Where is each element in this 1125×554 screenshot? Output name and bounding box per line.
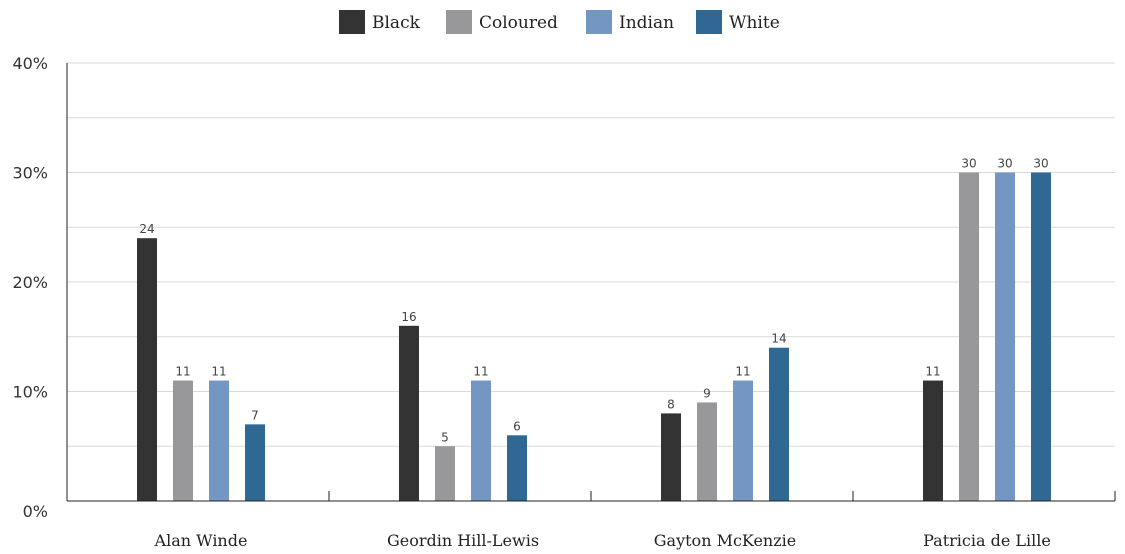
data-label: 16	[401, 310, 416, 324]
data-label: 5	[441, 430, 449, 444]
bar-coloured-0	[173, 380, 193, 501]
legend-swatch-indian	[586, 10, 612, 34]
bar-white-1	[507, 435, 527, 501]
axes	[66, 63, 1116, 502]
bar-white-0	[245, 424, 265, 501]
bar-black-3	[923, 380, 943, 501]
data-label: 11	[175, 365, 190, 379]
data-label: 11	[211, 365, 226, 379]
bar-black-1	[399, 325, 419, 501]
y-axis-ticks: 0% 10% 20% 30% 40%	[12, 54, 48, 521]
legend-swatch-coloured	[446, 10, 472, 34]
bar-black-2	[661, 413, 681, 501]
data-label: 30	[961, 157, 976, 171]
bar-indian-3	[995, 172, 1015, 501]
legend-swatch-black	[339, 10, 365, 34]
data-label: 6	[513, 419, 521, 433]
legend-swatch-white	[696, 10, 722, 34]
legend-label-black: Black	[372, 13, 421, 33]
data-label: 11	[925, 365, 940, 379]
bar-white-3	[1031, 172, 1051, 501]
data-label: 14	[771, 332, 786, 346]
bar-coloured-1	[435, 446, 455, 501]
bar-coloured-3	[959, 172, 979, 501]
gridlines	[67, 62, 1115, 447]
y-tick-label: 30%	[12, 164, 48, 183]
bars	[137, 172, 1051, 501]
legend-label-coloured: Coloured	[479, 13, 558, 33]
x-category-label: Alan Winde	[154, 531, 248, 550]
bar-indian-2	[733, 380, 753, 501]
legend: Black Coloured Indian White	[339, 10, 780, 34]
data-label: 30	[997, 157, 1012, 171]
data-labels: 24 11 11 7 16 5 11 6 8 9 11 14 11 30 30 30	[139, 157, 1048, 445]
data-label: 24	[139, 222, 154, 236]
x-category-label: Gayton McKenzie	[654, 531, 796, 550]
data-label: 8	[667, 397, 675, 411]
bar-coloured-2	[697, 402, 717, 501]
legend-label-white: White	[729, 13, 780, 33]
y-tick-label: 40%	[12, 54, 48, 73]
data-label: 11	[735, 365, 750, 379]
bar-indian-0	[209, 380, 229, 501]
data-label: 7	[251, 408, 259, 422]
bar-black-0	[137, 238, 157, 501]
data-label: 9	[703, 386, 711, 400]
x-category-label: Patricia de Lille	[923, 531, 1051, 550]
bar-indian-1	[471, 380, 491, 501]
bar-white-2	[769, 347, 789, 501]
data-label: 11	[473, 365, 488, 379]
data-label: 30	[1033, 157, 1048, 171]
y-tick-label: 20%	[12, 273, 48, 292]
x-category-label: Geordin Hill-Lewis	[387, 531, 539, 550]
x-axis-categories: Alan Winde Geordin Hill-Lewis Gayton McKen…	[154, 531, 1051, 550]
y-tick-label: 10%	[12, 383, 48, 402]
y-tick-label: 0%	[23, 502, 48, 521]
legend-label-indian: Indian	[619, 13, 674, 33]
